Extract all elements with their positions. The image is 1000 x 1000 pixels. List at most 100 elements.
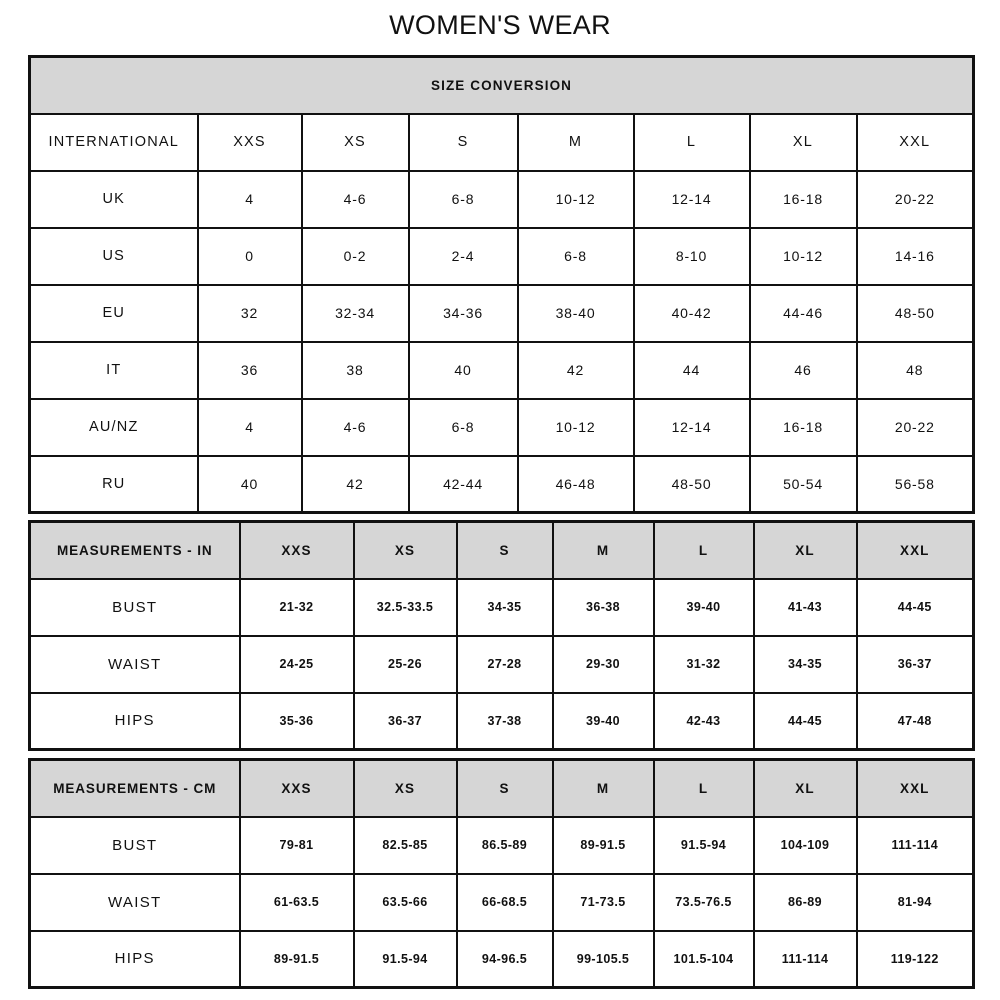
row-label: HIPS [28, 929, 241, 989]
table-cell: 41-43 [752, 577, 858, 637]
table-cell: 6-8 [516, 226, 635, 286]
table-cell: 42-44 [407, 454, 519, 514]
table-cell: 36 [196, 340, 303, 400]
table-row: WAIST 24-25 25-26 27-28 29-30 31-32 34-3… [28, 634, 975, 694]
column-header-s: S [455, 520, 554, 580]
row-label: HIPS [28, 691, 241, 751]
table-cell: 0-2 [300, 226, 410, 286]
table-cell: 24-25 [238, 634, 355, 694]
row-label: UK [28, 169, 199, 229]
row-label: RU [28, 454, 199, 514]
column-header-xl: XL [752, 520, 858, 580]
table-cell: 99-105.5 [551, 929, 655, 989]
table-cell: 12-14 [632, 169, 751, 229]
column-header-measurements-in: MEASUREMENTS - IN [28, 520, 241, 580]
table-cell: 14-16 [855, 226, 975, 286]
measurements-cm-thead: MEASUREMENTS - CM XXS XS S M L XL XXL [28, 758, 975, 818]
table-cell: 25-26 [352, 634, 458, 694]
column-header-international: INTERNATIONAL [28, 112, 199, 172]
table-cell: 12-14 [632, 397, 751, 457]
measurements-cm-tbody: BUST 79-81 82.5-85 86.5-89 89-91.5 91.5-… [28, 815, 975, 989]
table-cell: 44 [632, 340, 751, 400]
table-cell: 89-91.5 [551, 815, 655, 875]
table-cell: 66-68.5 [455, 872, 554, 932]
table-cell: 32 [196, 283, 303, 343]
column-header-xl: XL [752, 758, 858, 818]
table-cell: 8-10 [632, 226, 751, 286]
table-cell: 6-8 [407, 169, 519, 229]
table-cell: 42 [300, 454, 410, 514]
table-cell: 6-8 [407, 397, 519, 457]
table-cell: 94-96.5 [455, 929, 554, 989]
column-header-m: M [551, 520, 655, 580]
table-row: AU/NZ 4 4-6 6-8 10-12 12-14 16-18 20-22 [28, 397, 975, 457]
table-cell: 111-114 [855, 815, 975, 875]
table-cell: 37-38 [455, 691, 554, 751]
page-title: WOMEN'S WEAR [389, 10, 611, 40]
table-cell: 21-32 [238, 577, 355, 637]
table-row: BUST 79-81 82.5-85 86.5-89 89-91.5 91.5-… [28, 815, 975, 875]
table-row: WAIST 61-63.5 63.5-66 66-68.5 71-73.5 73… [28, 872, 975, 932]
column-header-xxl: XXL [855, 112, 975, 172]
table-cell: 47-48 [855, 691, 975, 751]
table-cell: 61-63.5 [238, 872, 355, 932]
table-cell: 91.5-94 [352, 929, 458, 989]
table-cell: 48 [855, 340, 975, 400]
table-cell: 39-40 [551, 691, 655, 751]
column-header-xs: XS [300, 112, 410, 172]
banner-row: SIZE CONVERSION [28, 55, 975, 115]
row-label: IT [28, 340, 199, 400]
table-cell: 89-91.5 [238, 929, 355, 989]
column-header-m: M [516, 112, 635, 172]
table-cell: 42 [516, 340, 635, 400]
row-label: BUST [28, 815, 241, 875]
table-cell: 48-50 [632, 454, 751, 514]
table-cell: 39-40 [652, 577, 755, 637]
column-header-xxs: XXS [238, 758, 355, 818]
measurements-in-table: MEASUREMENTS - IN XXS XS S M L XL XXL BU… [28, 520, 975, 751]
measurements-cm-table: MEASUREMENTS - CM XXS XS S M L XL XXL BU… [28, 758, 975, 989]
table-cell: 38 [300, 340, 410, 400]
table-cell: 29-30 [551, 634, 655, 694]
table-cell: 34-35 [752, 634, 858, 694]
table-cell: 10-12 [516, 169, 635, 229]
table-row: US 0 0-2 2-4 6-8 8-10 10-12 14-16 [28, 226, 975, 286]
table-row: IT 36 38 40 42 44 46 48 [28, 340, 975, 400]
table-cell: 34-36 [407, 283, 519, 343]
table-cell: 0 [196, 226, 303, 286]
table-cell: 10-12 [516, 397, 635, 457]
table-cell: 86.5-89 [455, 815, 554, 875]
table-cell: 44-45 [752, 691, 858, 751]
table-cell: 16-18 [748, 169, 858, 229]
table-cell: 36-38 [551, 577, 655, 637]
column-header-m: M [551, 758, 655, 818]
table-cell: 50-54 [748, 454, 858, 514]
table-cell: 86-89 [752, 872, 858, 932]
table-cell: 104-109 [752, 815, 858, 875]
column-header-xs: XS [352, 758, 458, 818]
table-cell: 91.5-94 [652, 815, 755, 875]
table-cell: 44-45 [855, 577, 975, 637]
table-cell: 82.5-85 [352, 815, 458, 875]
table-cell: 44-46 [748, 283, 858, 343]
column-header-xl: XL [748, 112, 858, 172]
table-cell: 40 [407, 340, 519, 400]
table-cell: 4-6 [300, 169, 410, 229]
table-row: RU 40 42 42-44 46-48 48-50 50-54 56-58 [28, 454, 975, 514]
table-cell: 81-94 [855, 872, 975, 932]
table-cell: 10-12 [748, 226, 858, 286]
table-cell: 20-22 [855, 169, 975, 229]
table-cell: 73.5-76.5 [652, 872, 755, 932]
row-label: WAIST [28, 634, 241, 694]
table-cell: 27-28 [455, 634, 554, 694]
column-header-xs: XS [352, 520, 458, 580]
table-row: HIPS 89-91.5 91.5-94 94-96.5 99-105.5 10… [28, 929, 975, 989]
table-cell: 119-122 [855, 929, 975, 989]
table-cell: 48-50 [855, 283, 975, 343]
table-cell: 16-18 [748, 397, 858, 457]
row-label: WAIST [28, 872, 241, 932]
table-cell: 40 [196, 454, 303, 514]
table-cell: 20-22 [855, 397, 975, 457]
table-cell: 4 [196, 397, 303, 457]
